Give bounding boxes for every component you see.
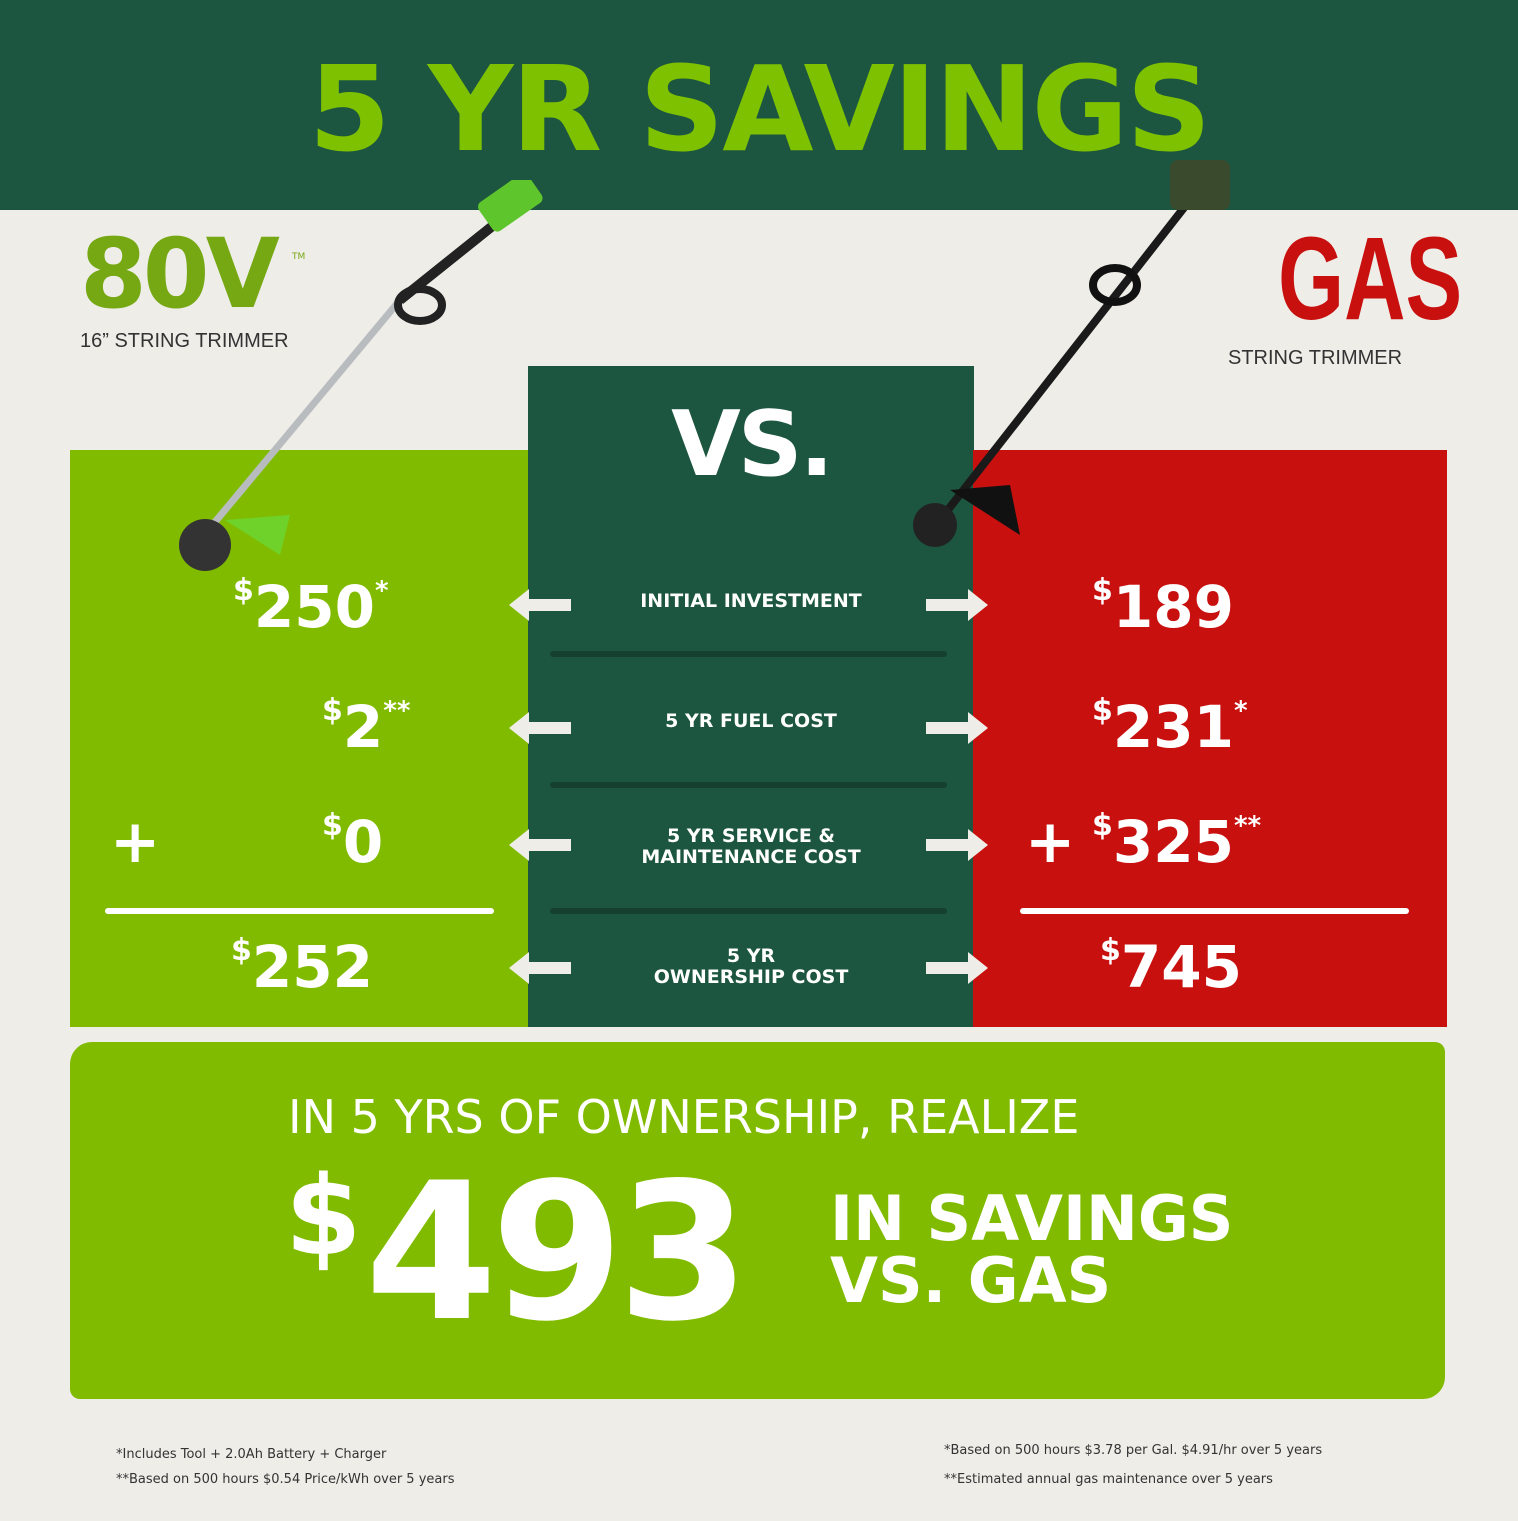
comparison-panel [528,366,974,1027]
left-arrow-icon [509,829,571,861]
divider [550,908,947,914]
sum-line [1020,908,1409,914]
savings-amount: 493 [365,1142,750,1363]
left-arrow-icon [509,952,571,984]
savings-intro: IN 5 YRS OF OWNERSHIP, REALIZE [288,1090,1080,1144]
right-arrow-icon [926,829,988,861]
row-label-initial-investment: INITIAL INVESTMENT [640,590,862,612]
savings-panel [70,1042,1445,1399]
row-label-fuel-cost: 5 YR FUEL COST [665,710,837,732]
electric-initial-investment: $250* [233,573,389,641]
divider [550,782,947,788]
footnote: **Based on 500 hours $0.54 Price/kWh ove… [116,1472,455,1487]
electric-ownership-cost: $252 [231,933,373,1001]
right-arrow-icon [926,589,988,621]
label-line: 5 YR SERVICE & [666,825,835,847]
gas-subtitle: STRING TRIMMER [1228,347,1403,369]
trademark: TM [292,252,306,262]
row-label-service-cost: 5 YR SERVICE & MAINTENANCE COST [528,826,974,868]
gas-panel [973,450,1447,1027]
sum-line [105,908,494,914]
label-line: 5 YR [726,945,776,967]
left-arrow-icon [509,712,571,744]
plus-sign: + [110,807,161,877]
gas-fuel-cost: $231* [1092,693,1248,761]
gas-initial-investment: $189 [1092,573,1234,641]
electric-service-cost: $0 [322,808,384,876]
label-line: MAINTENANCE COST [641,845,861,868]
page-title: 5 YR SAVINGS [308,40,1212,178]
savings-versus: VS. GAS [830,1244,1112,1317]
footnote: **Estimated annual gas maintenance over … [944,1472,1273,1487]
vs-label: VS. [671,392,834,497]
gas-ownership-cost: $745 [1100,933,1242,1001]
label-line: OWNERSHIP COST [653,965,849,988]
gas-trimmer-image [913,160,1230,547]
row-label-ownership-cost: 5 YR OWNERSHIP COST [528,946,974,988]
gas-logo: GAS [1278,213,1463,345]
electric-fuel-cost: $2** [322,693,411,761]
80v-logo: 80V [80,218,280,330]
gas-service-cost: $325** [1092,808,1262,876]
right-arrow-icon [926,712,988,744]
left-arrow-icon [509,589,571,621]
divider [550,651,947,657]
header-banner [0,0,1518,210]
footnote: *Includes Tool + 2.0Ah Battery + Charger [116,1447,387,1462]
plus-sign: + [1025,807,1076,877]
electric-panel [70,450,530,1027]
savings-currency: $ [285,1152,362,1280]
right-arrow-icon [926,952,988,984]
savings-label: IN SAVINGS [830,1182,1234,1255]
electric-trimmer-image [179,180,543,571]
electric-subtitle: 16” STRING TRIMMER [80,330,289,352]
footnote: *Based on 500 hours $3.78 per Gal. $4.91… [944,1443,1323,1458]
